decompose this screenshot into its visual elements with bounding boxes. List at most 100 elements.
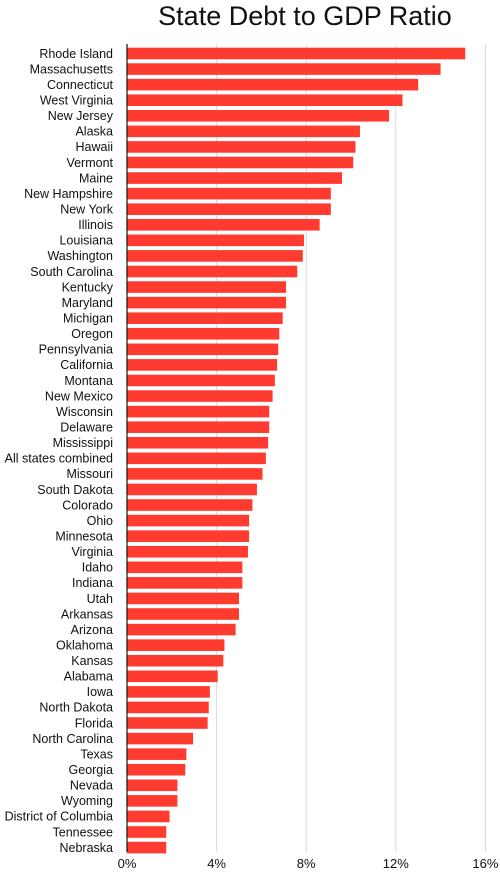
bar [127, 592, 239, 605]
bar [127, 312, 283, 324]
bar [127, 343, 279, 356]
category-label: Virginia [72, 545, 114, 559]
bar [127, 218, 320, 231]
bar [127, 608, 239, 620]
category-label: Oregon [71, 327, 113, 341]
category-label: Pennsylvania [39, 343, 113, 357]
bar [127, 670, 218, 683]
bar [127, 545, 248, 558]
category-label: All states combined [5, 452, 113, 466]
bar [127, 795, 178, 807]
bar [127, 78, 419, 91]
category-label: Florida [75, 716, 113, 730]
category-label: Georgia [69, 763, 114, 777]
category-label: New Mexico [45, 389, 113, 403]
bar [127, 327, 280, 340]
bar [127, 514, 250, 527]
x-tick-label: 8% [297, 856, 316, 871]
bar [127, 841, 167, 854]
bar [127, 265, 298, 278]
bar [127, 234, 304, 247]
bars [127, 47, 466, 854]
category-label: Arkansas [61, 607, 113, 621]
category-label: Kentucky [62, 280, 114, 294]
bar [127, 203, 331, 215]
bar [127, 250, 303, 262]
category-label: Ohio [87, 514, 113, 528]
bar [127, 125, 360, 138]
bar [127, 109, 390, 122]
category-label: Minnesota [55, 529, 113, 543]
category-label: Kansas [71, 654, 113, 668]
bar [127, 810, 170, 823]
category-label: Alaska [75, 125, 113, 139]
bar [127, 421, 270, 433]
category-label: Maryland [62, 296, 113, 310]
x-tick-label: 16% [472, 856, 498, 871]
bar [127, 530, 250, 542]
bar [127, 436, 269, 449]
bar [127, 390, 273, 402]
category-label: Vermont [66, 156, 113, 170]
bar [127, 732, 194, 745]
bar [127, 654, 224, 667]
category-label: Delaware [60, 420, 113, 434]
category-label: Utah [87, 592, 113, 606]
category-label: Massachusetts [30, 62, 113, 76]
category-label: Tennessee [53, 825, 114, 839]
bar [127, 63, 441, 75]
category-label: Washington [47, 249, 113, 263]
category-label: Nebraska [60, 841, 114, 855]
category-label: Illinois [78, 218, 113, 232]
bar [127, 296, 287, 309]
bar [127, 468, 263, 480]
bar [127, 748, 187, 760]
bar [127, 639, 225, 651]
category-label: Indiana [72, 576, 113, 590]
category-label: North Dakota [39, 701, 113, 715]
bar [127, 359, 278, 371]
bar [127, 826, 167, 838]
category-label: Louisiana [59, 234, 113, 248]
x-tick-label: 0% [118, 856, 137, 871]
category-label: Maine [79, 171, 113, 185]
bar [127, 701, 209, 714]
bar [127, 156, 354, 169]
category-label: South Dakota [37, 483, 113, 497]
category-label: Missouri [66, 467, 113, 481]
bar [127, 94, 403, 107]
bar [127, 47, 466, 60]
category-label: Hawaii [75, 140, 113, 154]
category-label: Connecticut [47, 78, 114, 92]
category-label: South Carolina [30, 265, 113, 279]
bar [127, 172, 343, 184]
category-label: Mississippi [53, 436, 113, 450]
chart-title: State Debt to GDP Ratio [158, 1, 452, 31]
bar [127, 623, 236, 636]
bar [127, 779, 178, 792]
category-label: Arizona [71, 623, 113, 637]
bar [127, 686, 210, 698]
category-label: Texas [80, 747, 113, 761]
bar [127, 141, 356, 153]
category-label: New Jersey [48, 109, 114, 123]
x-tick-labels: 0% 4% 8% 12% 16% [118, 856, 499, 871]
x-tick-label: 4% [207, 856, 226, 871]
category-label: Nevada [70, 779, 113, 793]
bar [127, 577, 243, 589]
bar [127, 405, 270, 418]
bar [127, 763, 186, 776]
category-label: Wyoming [61, 794, 113, 808]
category-label: Colorado [62, 498, 113, 512]
x-tick-label: 12% [383, 856, 409, 871]
category-label: Wisconsin [56, 405, 113, 419]
category-label: Iowa [87, 685, 113, 699]
bar [127, 717, 208, 729]
bar [127, 452, 266, 465]
category-label: Oklahoma [56, 638, 113, 652]
bar [127, 483, 257, 496]
category-label: Idaho [82, 561, 113, 575]
category-label: Michigan [63, 311, 113, 325]
